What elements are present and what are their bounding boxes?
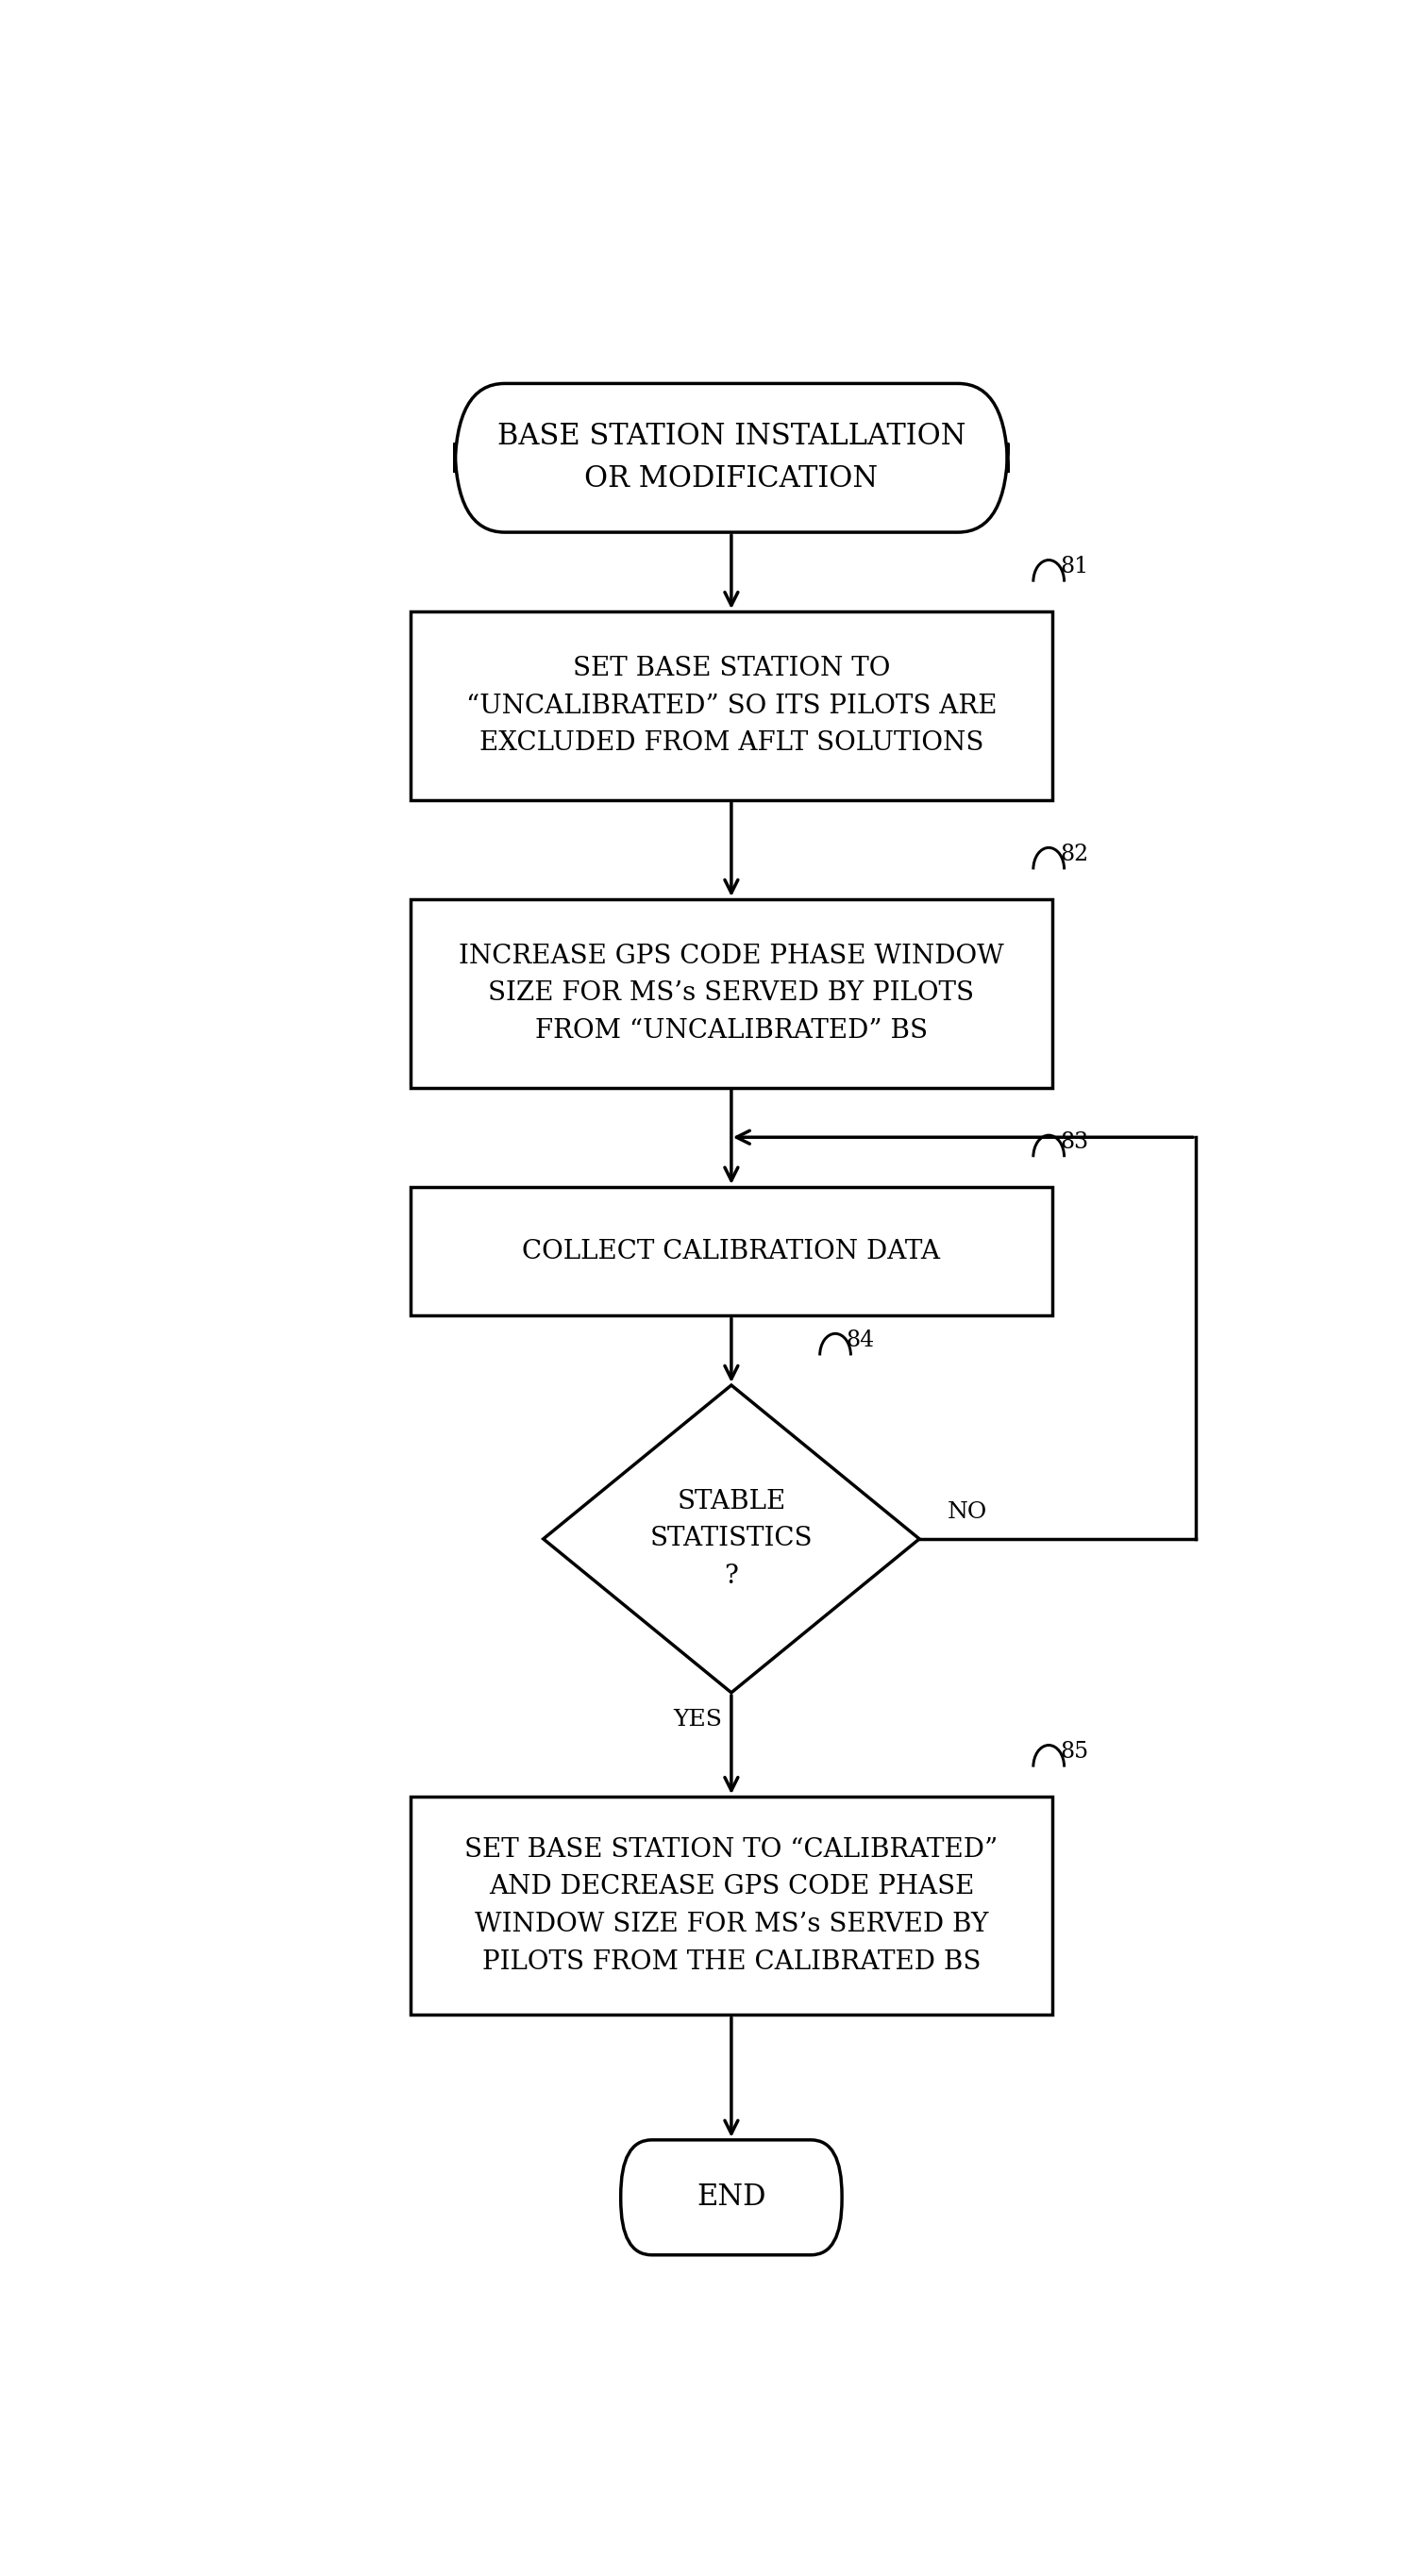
Text: COLLECT CALIBRATION DATA: COLLECT CALIBRATION DATA: [522, 1239, 940, 1265]
Text: END: END: [696, 2182, 766, 2213]
FancyBboxPatch shape: [455, 384, 1007, 533]
Text: 83: 83: [1060, 1131, 1089, 1154]
Text: 82: 82: [1060, 845, 1089, 866]
Text: SET BASE STATION TO
“UNCALIBRATED” SO ITS PILOTS ARE
EXCLUDED FROM AFLT SOLUTION: SET BASE STATION TO “UNCALIBRATED” SO IT…: [465, 657, 997, 755]
Text: 85: 85: [1060, 1741, 1089, 1762]
FancyBboxPatch shape: [621, 2141, 842, 2254]
Text: SET BASE STATION TO “CALIBRATED”
AND DECREASE GPS CODE PHASE
WINDOW SIZE FOR MS’: SET BASE STATION TO “CALIBRATED” AND DEC…: [465, 1837, 997, 1976]
Bar: [411, 611, 1052, 801]
Text: BASE STATION INSTALLATION
OR MODIFICATION: BASE STATION INSTALLATION OR MODIFICATIO…: [497, 422, 966, 495]
Text: INCREASE GPS CODE PHASE WINDOW
SIZE FOR MS’s SERVED BY PILOTS
FROM “UNCALIBRATED: INCREASE GPS CODE PHASE WINDOW SIZE FOR …: [458, 943, 1005, 1043]
Polygon shape: [544, 1386, 919, 1692]
Bar: [411, 1188, 1052, 1316]
Text: 84: 84: [846, 1329, 875, 1352]
Text: 81: 81: [1060, 556, 1089, 577]
Bar: [411, 899, 1052, 1087]
Text: NO: NO: [948, 1502, 987, 1522]
Bar: [411, 1798, 1052, 2014]
Text: STABLE
STATISTICS
?: STABLE STATISTICS ?: [649, 1489, 813, 1589]
Text: YES: YES: [674, 1708, 722, 1731]
